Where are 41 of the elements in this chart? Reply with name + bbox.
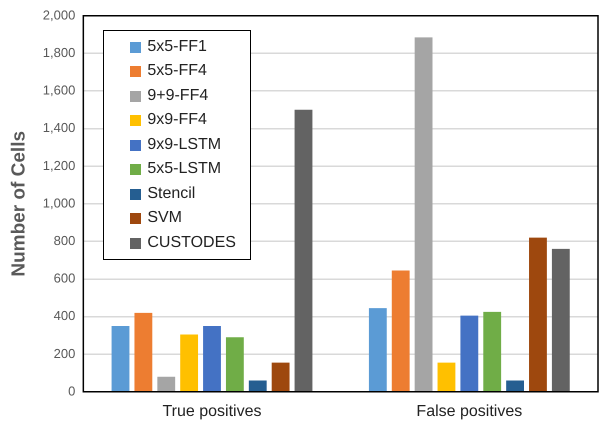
legend-label: 9x9-FF4 [147, 110, 207, 130]
bar [157, 376, 176, 392]
legend-label: CUSTODES [147, 232, 236, 253]
x-tick-label: False positives [416, 402, 522, 420]
y-tick-label: 1,400 [42, 120, 76, 136]
bar [203, 326, 221, 392]
bar [414, 37, 433, 392]
y-tick-label: 1,600 [42, 82, 76, 98]
bar [294, 110, 312, 392]
bar [112, 326, 130, 392]
y-tick-label: 1,800 [42, 44, 76, 60]
y-tick-label: 0 [68, 383, 76, 398]
legend-label: 5x5-LSTM [147, 159, 222, 180]
y-tick-label: 400 [54, 308, 76, 324]
y-axis-title: Number of Cells [8, 130, 30, 277]
bar [368, 308, 387, 392]
bar [438, 362, 456, 392]
x-tick-label: True positives [162, 402, 262, 420]
bar [180, 334, 198, 392]
y-tick-label: 1,200 [42, 158, 76, 173]
y-tick-label: 1,000 [42, 195, 76, 210]
bar [134, 312, 152, 392]
y-tick-label: 800 [54, 232, 76, 248]
bar [272, 362, 290, 392]
y-tick-label: 2,000 [42, 7, 76, 22]
legend-label: Stencil [147, 184, 196, 204]
bar [506, 380, 524, 392]
legend-label: 5x5-FF4 [147, 61, 207, 82]
legend-label: SVM [147, 208, 182, 228]
legend-label: 9x9-LSTM [147, 134, 222, 155]
bar [392, 270, 410, 392]
bar [248, 380, 267, 392]
y-tick-label: 600 [54, 270, 76, 286]
bar [529, 238, 547, 392]
legend-label: 5x5-FF1 [147, 36, 207, 57]
y-tick-label: 200 [54, 346, 76, 361]
bar [552, 248, 570, 392]
bar [483, 312, 502, 392]
bar [226, 337, 244, 392]
legend-label: 9+9-FF4 [147, 86, 208, 106]
bar [460, 316, 478, 392]
